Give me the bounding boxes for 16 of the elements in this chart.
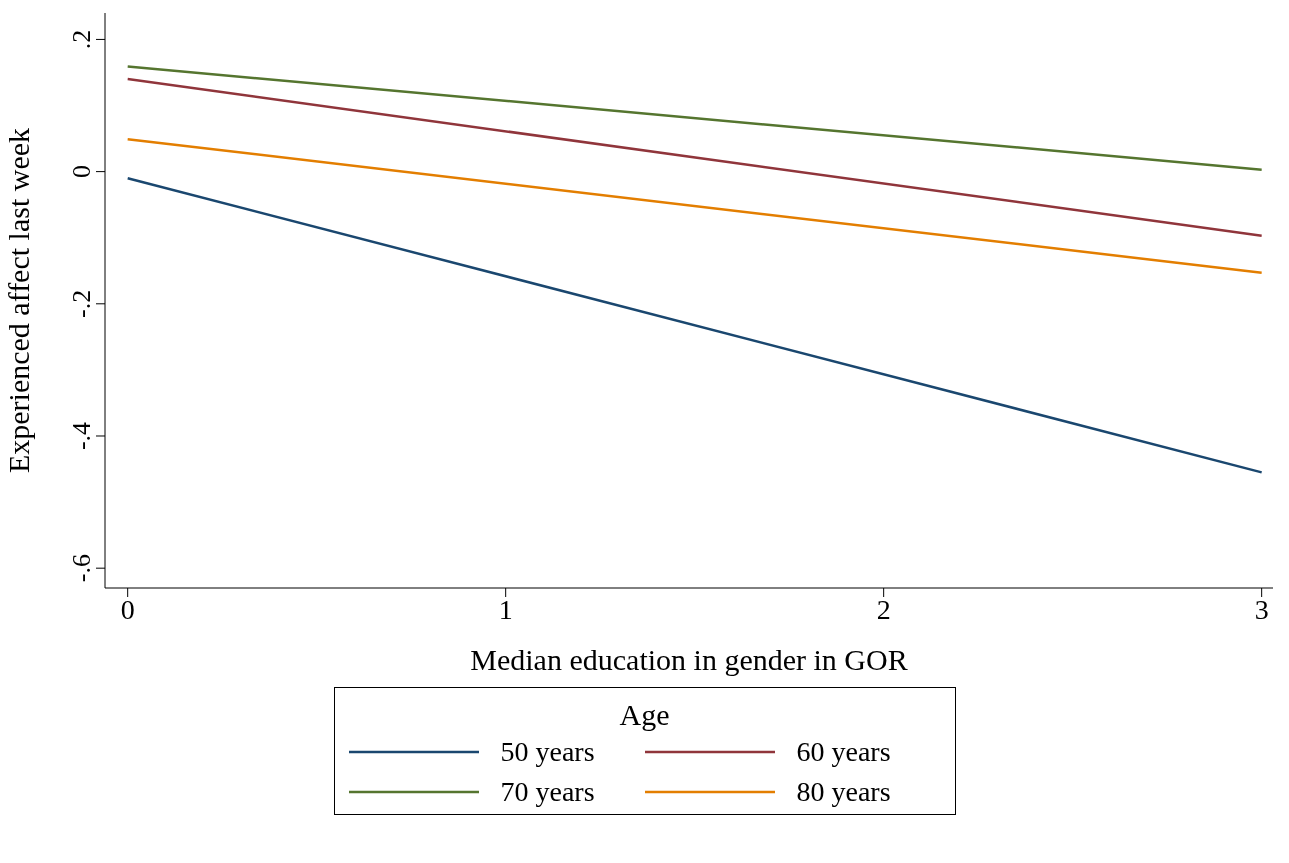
legend-label: 80 years bbox=[796, 776, 891, 808]
y-tick-label: -.2 bbox=[67, 289, 96, 318]
x-tick-label: 2 bbox=[876, 593, 891, 625]
legend-label: 70 years bbox=[500, 776, 595, 808]
legend-label: 50 years bbox=[500, 736, 595, 768]
y-tick-label: -.4 bbox=[67, 421, 96, 451]
x-tick-label: 1 bbox=[498, 593, 513, 625]
x-axis-title: Median education in gender in GOR bbox=[470, 643, 908, 676]
y-tick-label: .2 bbox=[67, 29, 96, 50]
x-tick-label: 0 bbox=[120, 593, 135, 625]
y-tick-label: -.6 bbox=[67, 554, 96, 583]
y-axis-title: Experienced affect last week bbox=[1, 127, 35, 474]
y-tick-label: 0 bbox=[67, 165, 96, 179]
legend-label: 60 years bbox=[796, 736, 891, 768]
legend-title: Age bbox=[618, 698, 671, 732]
x-tick-label: 3 bbox=[1254, 593, 1269, 625]
